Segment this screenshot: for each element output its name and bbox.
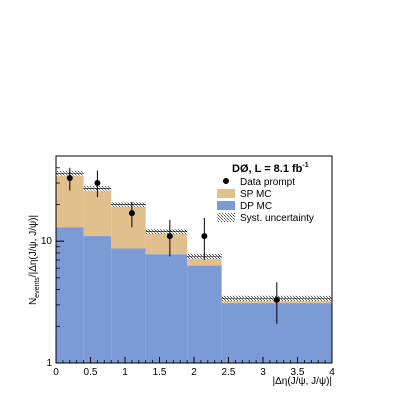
y-axis: 1 10 xyxy=(41,167,64,369)
legend-data-marker xyxy=(223,178,229,184)
x-tick-label: 0 xyxy=(53,367,59,378)
legend-dp-swatch xyxy=(217,201,235,210)
y-axis-title-sub: events xyxy=(34,277,41,298)
data-point xyxy=(201,233,208,240)
x-tick-label: 2.5 xyxy=(222,367,236,378)
legend-item-data: Data prompt xyxy=(240,177,295,188)
x-tick-label: 4 xyxy=(329,367,335,378)
sp-mc-bar xyxy=(145,231,188,255)
sp-mc-bar xyxy=(111,204,146,249)
dp-mc-bar xyxy=(111,248,146,363)
y-axis-title-rest: /|Δη(J/ψ, J/ψ)| xyxy=(28,215,39,277)
data-point xyxy=(166,233,173,240)
dp-mc-bar xyxy=(145,254,188,363)
x-axis-title: |Δη(J/ψ, J/ψ)| xyxy=(273,376,332,387)
legend: DØ, L = 8.1 fb-1 Data prompt SP MC DP MC… xyxy=(217,162,314,224)
sp-mc-bar xyxy=(187,256,222,266)
x-tick-label: 1 xyxy=(122,367,128,378)
data-point xyxy=(128,210,135,217)
x-tick-label: 3.5 xyxy=(291,367,305,378)
y-axis-title: Nevents/|Δη(J/ψ, J/ψ)| xyxy=(28,215,41,305)
y-tick-label: 1 xyxy=(46,358,52,369)
stacked-histogram xyxy=(56,173,332,363)
legend-item-syst: Syst. uncertainty xyxy=(240,213,314,224)
x-tick-label: 0.5 xyxy=(84,367,98,378)
dp-mc-bar xyxy=(56,227,84,363)
x-tick-label: 3 xyxy=(260,367,266,378)
data-point xyxy=(273,296,280,303)
legend-syst-swatch xyxy=(217,213,235,222)
data-points xyxy=(66,167,280,324)
dp-mc-bar xyxy=(83,236,112,363)
legend-item-sp: SP MC xyxy=(240,189,272,200)
legend-title: DØ, L = 8.1 fb-1 xyxy=(232,162,309,175)
y-tick-label: 10 xyxy=(41,236,53,247)
data-point xyxy=(94,180,101,187)
x-tick-label: 1.5 xyxy=(153,367,167,378)
legend-sp-swatch xyxy=(217,189,235,198)
x-axis: 0 0.5 1 1.5 2 2.5 3 3.5 4 xyxy=(53,357,335,378)
legend-item-dp: DP MC xyxy=(240,201,272,212)
y-axis-title-main: N xyxy=(28,298,39,305)
data-point xyxy=(66,174,73,181)
legend-title-main: DØ, L = 8.1 fb xyxy=(232,163,303,175)
legend-title-sup: -1 xyxy=(302,162,308,169)
x-tick-label: 2 xyxy=(191,367,197,378)
dp-mc-bar xyxy=(187,265,222,363)
